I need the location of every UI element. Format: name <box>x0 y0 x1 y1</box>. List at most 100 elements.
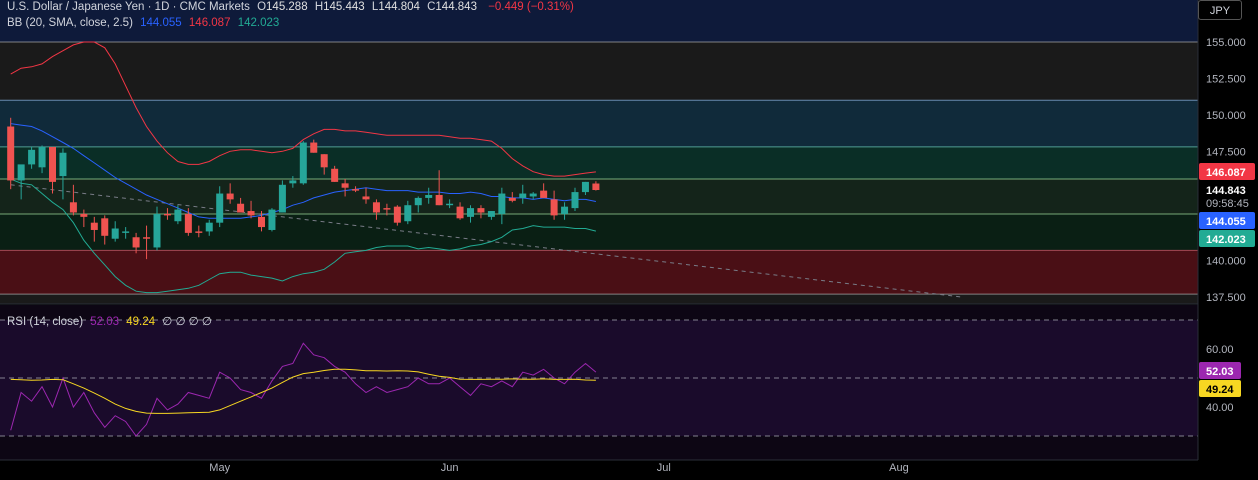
candle-body <box>425 195 433 198</box>
time-axis[interactable]: May Jun Jul Aug <box>209 462 908 474</box>
candle-body <box>226 193 234 200</box>
price-tick-label: 150.000 <box>1206 110 1246 122</box>
rsi-legend[interactable]: RSI (14, close) 52.03 49.24 ∅ ∅ ∅ ∅ <box>7 314 216 328</box>
candle-body <box>247 211 255 216</box>
rsi-value: 52.03 <box>90 316 120 328</box>
zone-band <box>0 100 1198 147</box>
price-tick-label: 147.500 <box>1206 146 1246 158</box>
close-value: 144.843 <box>435 1 477 13</box>
rsi-legend-label[interactable]: RSI (14, close) <box>7 316 84 328</box>
candle-body <box>268 209 276 230</box>
candle-body <box>571 192 579 209</box>
high-value: 145.443 <box>323 1 365 13</box>
time-tick-label: Jul <box>657 462 671 474</box>
zone-band <box>0 146 1198 179</box>
candle-body <box>404 205 412 222</box>
rsi-tick-label: 40.00 <box>1206 402 1234 414</box>
candle-body <box>80 213 88 217</box>
lower-band-tag <box>1199 230 1255 247</box>
low-label: L <box>371 1 379 13</box>
candle-body <box>550 199 558 216</box>
candle-body <box>498 193 506 214</box>
candle-body <box>320 154 328 168</box>
symbol-title[interactable]: U.S. Dollar / Japanese Yen · 1D · CMC Ma… <box>7 1 250 13</box>
last-price-tag-text: 144.843 <box>1206 185 1246 197</box>
candle-body <box>362 196 370 200</box>
candlesticks <box>7 117 600 260</box>
rsi-ma-value: 49.24 <box>126 316 156 328</box>
currency-button[interactable]: JPY <box>1198 0 1242 20</box>
bb-upper-band <box>10 41 596 177</box>
candle-body <box>278 184 286 213</box>
rsi-ma-tag-text: 49.24 <box>1206 384 1234 396</box>
time-tick-label: May <box>209 462 230 474</box>
price-tick-label: 155.000 <box>1206 37 1246 49</box>
price-zones <box>0 0 1198 304</box>
rsi-tag-text: 52.03 <box>1206 366 1234 378</box>
candle-body <box>59 152 67 177</box>
bb-basis-value: 144.055 <box>140 17 182 29</box>
lower-band-tag-text: 142.023 <box>1206 234 1246 246</box>
candle-body <box>184 213 192 233</box>
rsi-ma-tag <box>1199 380 1241 397</box>
candle-body <box>132 237 140 248</box>
basis-tag <box>1199 212 1255 229</box>
candle-body <box>487 211 495 217</box>
bb-upper-value: 146.087 <box>188 17 231 29</box>
candle-body <box>195 231 203 233</box>
candle-body <box>7 126 15 181</box>
candle-body <box>435 195 443 206</box>
upper-band-tag-text: 146.087 <box>1206 167 1246 179</box>
rsi-na-values: ∅ ∅ ∅ ∅ <box>162 316 212 328</box>
price-tick-label: 140.000 <box>1206 256 1246 268</box>
candle-body <box>561 206 569 214</box>
candle-body <box>310 142 318 153</box>
candle-body <box>174 209 182 222</box>
candle-body <box>237 203 245 213</box>
candle-body <box>331 168 339 182</box>
axis-value-tags: 146.087 144.843 09:58:45 144.055 142.023… <box>1199 163 1255 397</box>
candle-body <box>143 237 151 239</box>
bb-legend[interactable]: BB (20, SMA, close, 2.5) 144.055 146.087… <box>7 17 283 29</box>
bb-lower-band <box>10 178 597 294</box>
zone-top <box>0 0 1198 42</box>
candle-body <box>111 228 119 239</box>
rsi-pane-background <box>0 305 1198 460</box>
open-label: O <box>257 1 267 13</box>
last-price-tag <box>1199 181 1255 211</box>
symbol-legend[interactable]: U.S. Dollar / Japanese Yen · 1D · CMC Ma… <box>7 1 578 13</box>
rsi-line <box>10 342 597 437</box>
candle-body <box>49 146 56 182</box>
high-label: H <box>314 1 324 13</box>
candle-body <box>372 202 380 213</box>
change-value: −0.449 (−0.31%) <box>488 1 574 13</box>
rsi-ma-line <box>10 368 596 414</box>
upper-band-tag <box>1199 163 1255 180</box>
horizontal-levels <box>0 41 1198 437</box>
low-value: 144.804 <box>378 1 420 13</box>
candle-body <box>90 222 98 230</box>
candle-body <box>383 208 391 210</box>
candle-body <box>393 206 401 223</box>
candle-body <box>540 190 548 198</box>
candle-body <box>529 193 537 197</box>
price-tick-label: 137.500 <box>1206 292 1246 304</box>
candle-body <box>153 213 161 248</box>
close-label: C <box>427 1 436 13</box>
candle-body <box>163 213 171 216</box>
candle-body <box>205 222 213 232</box>
candle-body <box>28 149 36 165</box>
candle-body <box>446 203 454 206</box>
candle-body <box>101 218 109 236</box>
candle-body <box>414 197 422 206</box>
bb-legend-label[interactable]: BB (20, SMA, close, 2.5) <box>7 17 133 29</box>
candle-body <box>289 180 297 184</box>
candle-body <box>69 202 77 213</box>
time-tick-label: Jun <box>441 462 459 474</box>
time-tick-label: Aug <box>889 462 909 474</box>
bb-lower-value: 142.023 <box>237 17 280 29</box>
price-axis[interactable]: 155.000 152.500 150.000 147.500 140.000 137.5… <box>1206 37 1246 414</box>
rsi-tick-label: 60.00 <box>1206 344 1234 356</box>
candle-body <box>592 183 600 191</box>
